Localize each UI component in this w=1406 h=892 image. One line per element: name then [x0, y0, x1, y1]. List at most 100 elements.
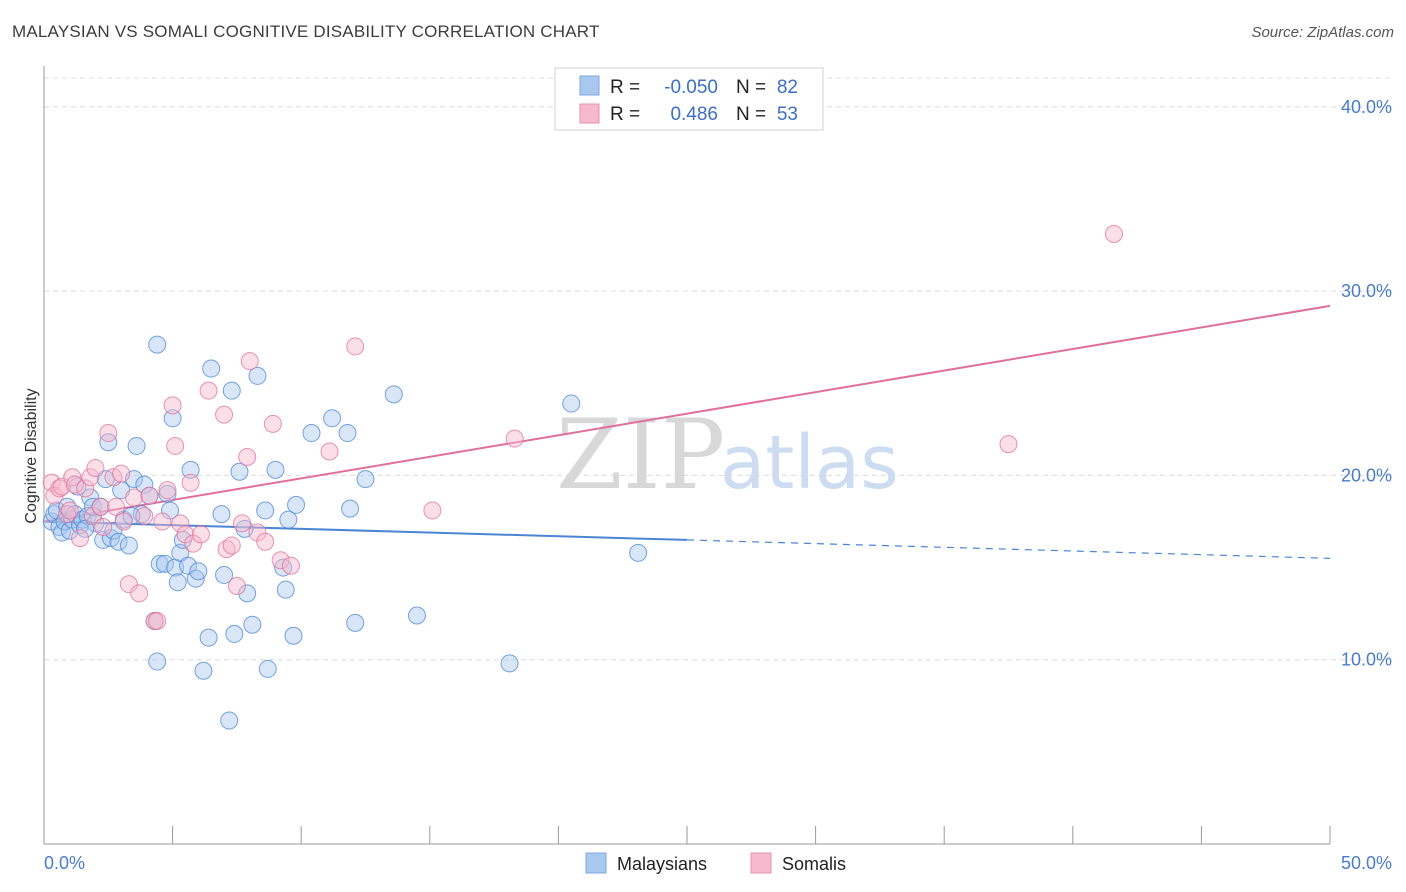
- point-malaysians: [562, 394, 581, 413]
- legend-swatch-malaysians: [579, 75, 600, 96]
- point-somalis: [248, 523, 267, 542]
- point-somalis: [166, 436, 185, 455]
- axes: [43, 66, 1331, 845]
- point-malaysians: [287, 495, 306, 514]
- trend-line-extension-malaysians: [686, 539, 1331, 559]
- point-malaysians: [212, 505, 231, 524]
- point-somalis: [63, 468, 82, 487]
- legend-n-value-2: 53: [777, 104, 798, 125]
- point-somalis: [130, 584, 149, 603]
- trend-lines: [43, 304, 1331, 559]
- point-malaysians: [104, 521, 123, 540]
- y-tick-label: 40.0%: [1341, 97, 1392, 117]
- point-malaysians: [500, 654, 519, 673]
- point-somalis: [135, 506, 154, 525]
- point-malaysians: [199, 628, 218, 647]
- point-malaysians: [127, 436, 146, 455]
- point-malaysians: [279, 510, 298, 529]
- point-malaysians: [238, 584, 257, 603]
- point-somalis: [153, 512, 172, 531]
- data-points: [42, 225, 1123, 730]
- stats-legend: R = -0.050 N = 82 R = 0.486 N = 53: [554, 67, 824, 131]
- point-malaysians: [356, 470, 375, 489]
- point-somalis: [158, 481, 177, 500]
- point-somalis: [233, 514, 252, 533]
- point-malaysians: [407, 606, 426, 625]
- point-somalis: [240, 352, 259, 371]
- point-somalis: [256, 532, 275, 551]
- y-tick-label: 10.0%: [1341, 650, 1392, 670]
- chart-title: MALAYSIAN VS SOMALI COGNITIVE DISABILITY…: [12, 22, 600, 41]
- y-tick-labels: 10.0% 20.0% 30.0% 40.0%: [1341, 97, 1392, 670]
- point-malaysians: [341, 499, 360, 518]
- point-malaysians: [194, 661, 213, 680]
- point-malaysians: [323, 409, 342, 428]
- point-malaysians: [243, 615, 262, 634]
- point-malaysians: [256, 501, 275, 520]
- point-malaysians: [53, 523, 72, 542]
- point-somalis: [505, 429, 524, 448]
- point-somalis: [999, 435, 1018, 454]
- point-malaysians: [274, 558, 293, 577]
- point-somalis: [71, 529, 90, 548]
- point-somalis: [271, 551, 290, 570]
- point-malaysians: [186, 569, 205, 588]
- legend-r-label-1: R =: [610, 77, 640, 98]
- x-tick-min: 0.0%: [44, 853, 85, 873]
- point-malaysians: [148, 652, 167, 671]
- point-somalis: [320, 442, 339, 461]
- point-malaysians: [220, 711, 239, 730]
- point-somalis: [217, 540, 236, 559]
- point-malaysians: [109, 532, 128, 551]
- point-somalis: [184, 534, 203, 553]
- legend-r-label-2: R =: [610, 104, 640, 125]
- point-somalis: [238, 448, 257, 466]
- point-malaysians: [222, 381, 241, 400]
- point-malaysians: [284, 626, 303, 645]
- point-somalis: [91, 497, 110, 516]
- point-malaysians: [215, 565, 234, 584]
- point-malaysians: [155, 554, 174, 573]
- point-malaysians: [181, 460, 200, 479]
- point-somalis: [199, 381, 218, 400]
- point-somalis: [423, 501, 442, 520]
- point-somalis: [60, 501, 79, 520]
- point-somalis: [65, 475, 84, 494]
- x-tick-max: 50.0%: [1341, 853, 1392, 873]
- bottom-legend-swatch-somalis: [750, 852, 772, 874]
- point-somalis: [215, 405, 234, 424]
- point-somalis: [171, 514, 190, 533]
- y-tick-label: 30.0%: [1341, 281, 1392, 301]
- point-somalis: [163, 396, 182, 415]
- point-malaysians: [248, 366, 267, 385]
- point-somalis: [94, 518, 113, 537]
- point-somalis: [114, 512, 133, 531]
- point-somalis: [112, 464, 131, 483]
- point-malaysians: [55, 512, 74, 531]
- point-malaysians: [163, 409, 182, 428]
- bottom-legend-label-somalis: Somalis: [782, 854, 846, 874]
- point-malaysians: [346, 613, 365, 632]
- point-somalis: [76, 479, 95, 498]
- point-somalis: [140, 486, 159, 505]
- legend-r-value-2: 0.486: [670, 104, 718, 125]
- point-somalis: [227, 577, 246, 595]
- point-somalis: [176, 525, 195, 544]
- point-somalis: [263, 414, 282, 433]
- point-somalis: [346, 337, 365, 356]
- point-somalis: [191, 525, 210, 544]
- legend-n-label-1: N =: [736, 77, 766, 98]
- point-somalis: [119, 575, 138, 594]
- point-malaysians: [135, 475, 154, 494]
- chart-source: Source: ZipAtlas.com: [1251, 24, 1394, 41]
- point-somalis: [181, 473, 200, 492]
- point-malaysians: [202, 359, 221, 378]
- point-somalis: [99, 424, 118, 443]
- legend-n-value-1: 82: [777, 77, 798, 98]
- point-malaysians: [302, 424, 321, 443]
- watermark-zip: ZIP: [556, 399, 725, 511]
- series-legend: Malaysians Somalis: [585, 852, 846, 874]
- y-axis-label: Cognitive Disability: [23, 388, 40, 523]
- point-malaysians: [189, 562, 208, 581]
- watermark-atlas: atlas: [720, 420, 899, 506]
